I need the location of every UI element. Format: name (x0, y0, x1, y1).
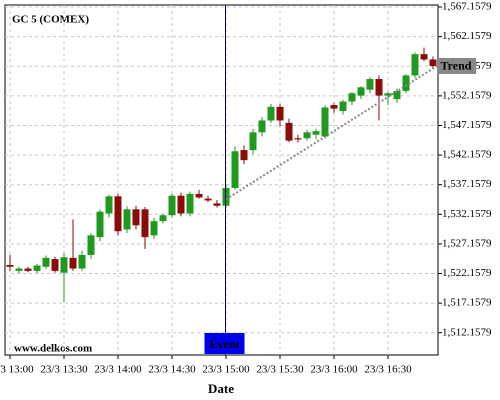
candle-body (231, 151, 239, 188)
y-tick-label: 1,517.1579 (442, 297, 492, 309)
candle-body (24, 268, 32, 271)
candle-body (60, 257, 68, 273)
candle-body (312, 131, 320, 135)
candle-body (339, 101, 347, 112)
candle-body (168, 195, 176, 216)
y-tick-label: 1,547.1579 (442, 119, 492, 131)
candle-body (384, 93, 392, 96)
candle-body (420, 54, 428, 60)
x-tick-label: 23/3 13:30 (40, 364, 88, 376)
candle-body (321, 107, 329, 137)
candle-body (429, 59, 437, 66)
candle-body (195, 193, 203, 198)
y-tick-label: 1,562.1579 (442, 30, 492, 42)
candle-body (141, 209, 149, 238)
candle-body (69, 257, 77, 269)
candle-body (258, 120, 266, 133)
x-tick-label: 23/3 13:00 (0, 364, 34, 376)
candle-body (15, 268, 23, 271)
candle-body (96, 211, 104, 238)
candle-body (33, 265, 41, 271)
x-axis-title: Date (208, 381, 234, 396)
candle-body (285, 122, 293, 141)
candle-body (240, 150, 248, 161)
candle-body (348, 93, 356, 102)
y-tick-label: 1,512.1579 (442, 326, 492, 338)
y-tick-label: 1,537.1579 (442, 178, 492, 190)
candle-body (123, 209, 131, 230)
candle-body (330, 105, 338, 109)
candle-body (105, 196, 113, 214)
candle-body (78, 254, 86, 269)
event-label: Event (210, 337, 240, 351)
chart-title: GC 5 (COMEX) (12, 14, 89, 26)
y-tick-label: 1,532.1579 (442, 208, 492, 220)
y-tick-label: 1,567.1579 (442, 1, 492, 13)
candle-body (51, 259, 59, 271)
candle-body (42, 257, 50, 267)
trend-line (225, 65, 438, 201)
candle-body (294, 138, 302, 140)
candle-body (204, 198, 212, 201)
candle-body (213, 203, 221, 206)
y-tick-label: 1,522.1579 (442, 267, 492, 279)
y-tick-label: 1,542.1579 (442, 149, 492, 161)
candle-body (150, 221, 158, 236)
candle-body (357, 87, 365, 96)
candle-body (267, 106, 275, 121)
event-label-box (204, 333, 245, 354)
x-tick-label: 23/3 14:30 (148, 364, 196, 376)
candle-body (114, 196, 122, 232)
x-tick-label: 23/3 14:00 (94, 364, 142, 376)
candle-body (132, 209, 140, 226)
watermark: www.delkos.com (14, 343, 92, 355)
y-tick-label: 1,527.1579 (442, 237, 492, 249)
candle-body (375, 79, 383, 96)
candle-body (177, 195, 185, 214)
candle-body (402, 75, 410, 91)
x-tick-label: 23/3 15:00 (202, 364, 250, 376)
candle-body (249, 132, 257, 151)
candle-body (186, 193, 194, 214)
candle-body (87, 235, 95, 255)
y-tick-label: 1,552.1579 (442, 89, 492, 101)
candle-body (6, 264, 14, 267)
candle-body (276, 106, 284, 121)
candle-body (393, 90, 401, 100)
candle-body (303, 132, 311, 139)
x-tick-label: 23/3 15:30 (256, 364, 304, 376)
candle-body (159, 215, 167, 222)
candle-body (411, 54, 419, 76)
plot-area (4, 4, 439, 356)
candle-body (366, 79, 374, 90)
x-tick-label: 23/3 16:00 (310, 364, 358, 376)
trend-label-box (437, 57, 476, 74)
trend-label: Trend (441, 59, 472, 73)
x-tick-label: 23/3 16:30 (364, 364, 412, 376)
